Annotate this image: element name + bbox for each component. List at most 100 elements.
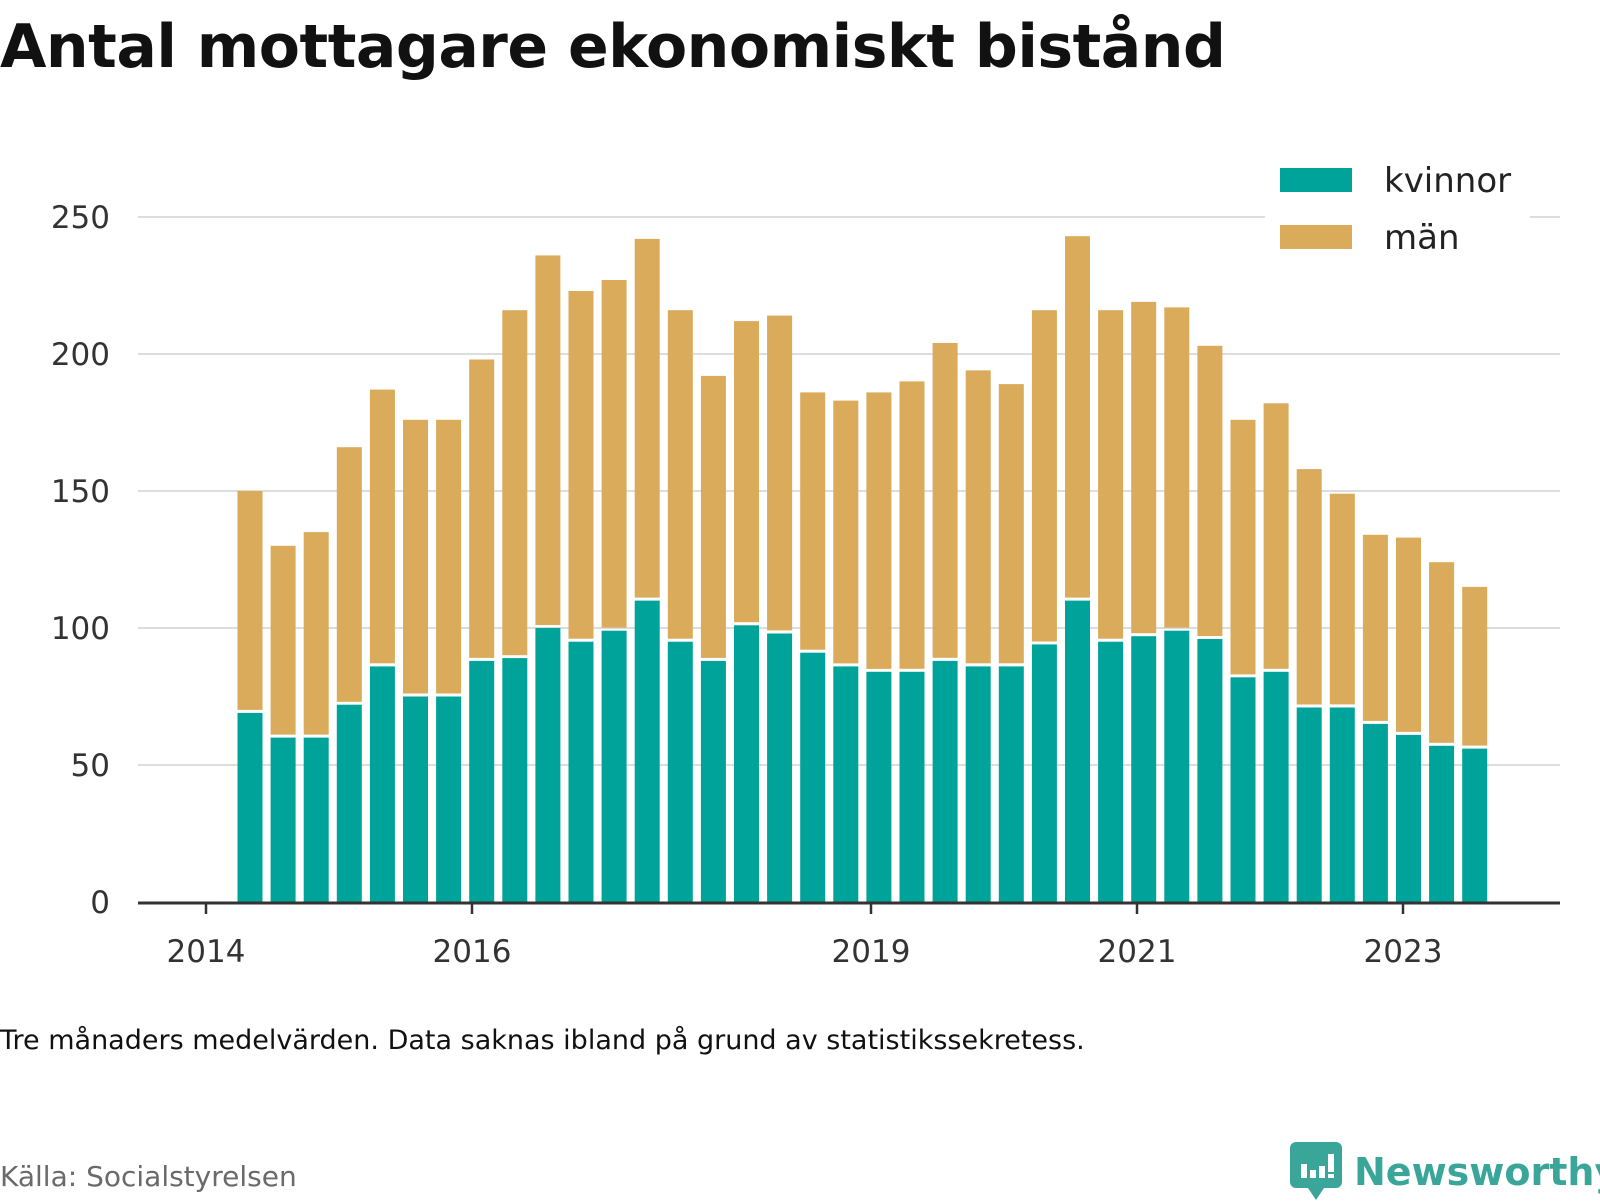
legend: kvinnor män [1265,118,1530,258]
bar-man[interactable] [237,491,263,710]
bar-kvinnor[interactable] [270,737,296,902]
bar-kvinnor[interactable] [965,666,991,902]
bar-man[interactable] [1429,562,1455,743]
bar-kvinnor[interactable] [800,652,826,902]
brand-logo[interactable]: Newsworthy [1290,1142,1600,1202]
y-axis-ticks: 0 50 100 150 200 250 [51,200,110,921]
bar-man[interactable] [1362,534,1388,721]
bar-man[interactable] [734,321,759,623]
bar-man[interactable] [502,310,528,656]
bar-kvinnor[interactable] [237,712,263,902]
bar-kvinnor[interactable] [303,737,329,902]
bar-kvinnor[interactable] [403,696,428,903]
bar-kvinnor[interactable] [1065,600,1090,902]
bar-kvinnor[interactable] [1164,630,1190,902]
bar-kvinnor[interactable] [436,696,462,903]
bar-man[interactable] [270,545,296,735]
bar-man[interactable] [369,389,395,664]
x-tick-label: 2019 [832,934,911,970]
y-tick-label: 200 [51,337,110,373]
bar-kvinnor[interactable] [1362,723,1388,902]
bar-kvinnor[interactable] [634,600,660,902]
bar-kvinnor[interactable] [833,666,859,902]
stacked-bar-chart: 0 50 100 150 200 250 2014 2016 2019 2021 2023 kvi… [50,118,1560,970]
bar-man[interactable] [568,291,594,639]
y-tick-label: 100 [51,611,110,647]
bar-man[interactable] [1296,469,1322,705]
x-tick-label: 2021 [1098,934,1177,970]
bar-kvinnor[interactable] [601,630,627,902]
bar-man[interactable] [998,384,1024,664]
chart-note: Tre månaders medelvärden. Data saknas ib… [0,1025,1085,1056]
bar-man[interactable] [1197,345,1223,636]
chart-title: Antal mottagare ekonomiskt bistånd [0,12,1226,82]
bar-kvinnor[interactable] [767,633,793,903]
bar-man[interactable] [1031,310,1057,642]
bar-man[interactable] [932,343,958,658]
bar-man[interactable] [899,381,925,669]
bar-man[interactable] [336,447,362,702]
bar-man[interactable] [1462,586,1488,746]
bar-kvinnor[interactable] [1263,671,1289,902]
bar-kvinnor[interactable] [1197,639,1223,902]
bar-man[interactable] [1263,403,1289,669]
bar-man[interactable] [800,392,826,650]
bar-man[interactable] [1396,537,1421,732]
legend-label-kvinnor: kvinnor [1384,161,1511,201]
bar-man[interactable] [535,255,561,625]
bar-kvinnor[interactable] [1230,677,1256,902]
bar-man[interactable] [667,310,693,639]
bar-man[interactable] [866,392,892,669]
bar-kvinnor[interactable] [899,671,925,902]
bar-man[interactable] [833,400,859,664]
bar-kvinnor[interactable] [535,628,561,902]
bar-man[interactable] [303,532,329,735]
bar-man[interactable] [1230,419,1256,675]
x-tick-label: 2014 [167,934,246,970]
bar-man[interactable] [1329,493,1355,705]
bar-kvinnor[interactable] [932,660,958,902]
bar-kvinnor[interactable] [734,625,759,902]
bar-kvinnor[interactable] [1131,636,1157,902]
bar-kvinnor[interactable] [1429,745,1455,902]
bar-kvinnor[interactable] [998,666,1024,902]
bar-kvinnor[interactable] [1296,707,1322,903]
legend-label-man: män [1384,218,1460,258]
bar-kvinnor[interactable] [1396,734,1421,902]
bar-man[interactable] [436,419,462,694]
bar-man[interactable] [700,375,726,658]
bar-kvinnor[interactable] [568,641,594,902]
bars [237,236,1488,903]
bar-man[interactable] [767,315,793,631]
bar-kvinnor[interactable] [866,671,892,902]
bar-man[interactable] [469,359,495,658]
brand-name: Newsworthy [1354,1150,1600,1194]
legend-swatch-kvinnor [1280,168,1352,192]
bar-man[interactable] [634,238,660,598]
bar-kvinnor[interactable] [369,666,395,902]
bar-kvinnor[interactable] [1031,644,1057,902]
bar-kvinnor[interactable] [469,660,495,902]
bar-man[interactable] [601,280,627,628]
y-tick-label: 150 [51,474,110,510]
bar-kvinnor[interactable] [336,704,362,902]
bar-man[interactable] [1065,236,1090,598]
x-tick-label: 2016 [433,934,512,970]
bar-man[interactable] [1131,301,1157,634]
bar-man[interactable] [1098,310,1124,639]
x-tick-label: 2023 [1364,934,1443,970]
newsworthy-logo-icon [1290,1142,1342,1200]
bar-man[interactable] [965,370,991,664]
bar-man[interactable] [403,419,428,694]
bar-kvinnor[interactable] [502,658,528,902]
bar-kvinnor[interactable] [667,641,693,902]
x-axis: 2014 2016 2019 2021 2023 [138,901,1560,970]
bar-kvinnor[interactable] [1098,641,1124,902]
bar-kvinnor[interactable] [1329,707,1355,903]
bar-kvinnor[interactable] [1462,748,1488,902]
y-tick-label: 250 [51,200,110,236]
legend-swatch-man [1280,225,1352,249]
bar-kvinnor[interactable] [700,660,726,902]
y-tick-label: 0 [90,885,110,921]
bar-man[interactable] [1164,307,1190,628]
